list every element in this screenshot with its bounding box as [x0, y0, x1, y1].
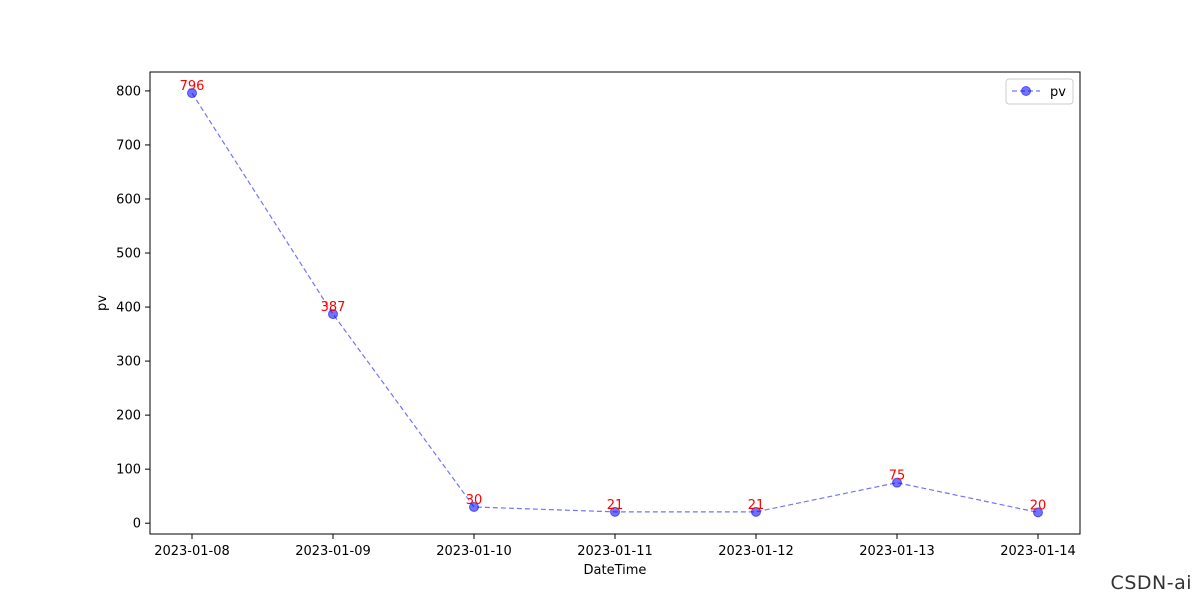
data-point	[751, 506, 761, 517]
data-point	[892, 477, 902, 488]
legend: pv	[1005, 78, 1074, 105]
y-tick-label: 500	[116, 247, 141, 262]
x-tick-label: 2023-01-11	[577, 544, 653, 559]
data-label: 796	[180, 79, 205, 94]
data-label: 20	[1030, 498, 1047, 513]
x-axis: 2023-01-08 2023-01-09 2023-01-10 2023-01-11…	[154, 534, 1076, 559]
data-label: 30	[466, 493, 483, 508]
data-point	[469, 501, 479, 512]
y-tick-label: 700	[116, 138, 141, 153]
data-label: 21	[607, 498, 624, 513]
plot-area	[150, 72, 1080, 534]
watermark-text: CSDN-ai	[1110, 572, 1192, 594]
plot-frame	[149, 71, 1081, 535]
data-label: 21	[748, 498, 765, 513]
y-tick-label: 100	[116, 463, 141, 478]
legend-label: pv	[1050, 85, 1066, 100]
y-tick-label: 300	[116, 355, 141, 370]
x-tick-label: 2023-01-10	[436, 544, 512, 559]
data-point	[610, 506, 620, 517]
data-label: 387	[321, 300, 346, 315]
x-tick-label: 2023-01-08	[154, 544, 230, 559]
series-layer: 796 387 30 21 21 75 20	[180, 79, 1047, 518]
y-tick-label: 200	[116, 409, 141, 424]
x-tick-label: 2023-01-12	[718, 544, 794, 559]
y-tick-label: 600	[116, 192, 141, 207]
x-tick-label: 2023-01-09	[295, 544, 371, 559]
y-tick-label: 0	[133, 517, 141, 532]
x-tick-label: 2023-01-13	[859, 544, 935, 559]
data-point	[187, 88, 197, 99]
y-axis-label: pv	[95, 295, 110, 311]
data-point	[1033, 507, 1043, 518]
y-tick-label: 400	[116, 301, 141, 316]
y-axis: 0 100 200 300 400 500 600 700 800	[116, 84, 150, 532]
data-point	[328, 309, 338, 320]
data-label: 75	[889, 469, 906, 484]
x-axis-label: DateTime	[584, 563, 647, 578]
y-tick-label: 800	[116, 84, 141, 99]
legend-marker	[1021, 86, 1031, 96]
x-tick-label: 2023-01-14	[1000, 544, 1076, 559]
